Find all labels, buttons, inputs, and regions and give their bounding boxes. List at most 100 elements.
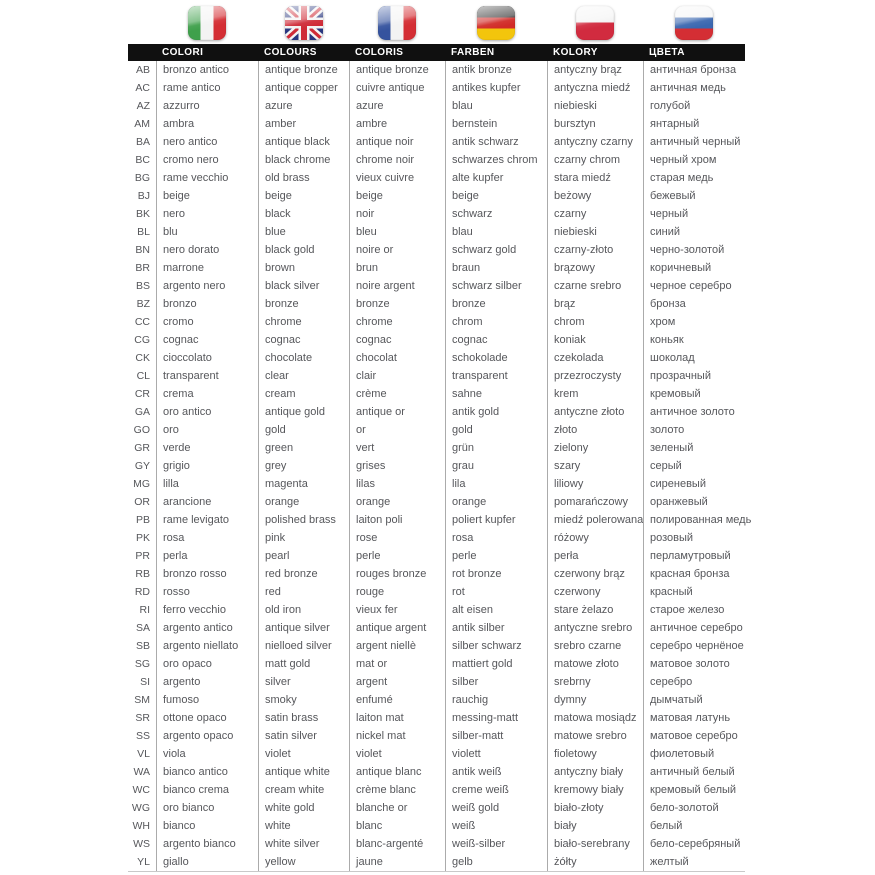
flags-row: [128, 5, 745, 40]
cell-german: silber: [445, 673, 547, 691]
cell-french: noir: [349, 205, 445, 223]
cell-french: or: [349, 421, 445, 439]
cell-italian: cromo nero: [156, 151, 258, 169]
cell-english: clear: [258, 367, 349, 385]
cell-russian: матовое серебро: [643, 727, 745, 745]
table-row: AZ azzurro azure azure blau niebieski го…: [128, 97, 745, 115]
cell-german: weiß: [445, 817, 547, 835]
table-row: BC cromo nero black chrome chrome noir s…: [128, 151, 745, 169]
cell-french: crème blanc: [349, 781, 445, 799]
cell-italian: cognac: [156, 331, 258, 349]
cell-russian: коричневый: [643, 259, 745, 277]
cell-french: blanc: [349, 817, 445, 835]
cell-german: grau: [445, 457, 547, 475]
table-row: BN nero dorato black gold noire or schwa…: [128, 241, 745, 259]
cell-italian: transparent: [156, 367, 258, 385]
cell-english: antique white: [258, 763, 349, 781]
cell-german: messing-matt: [445, 709, 547, 727]
cell-polish: złoto: [547, 421, 643, 439]
cell-italian: arancione: [156, 493, 258, 511]
cell-russian: янтарный: [643, 115, 745, 133]
cell-french: laiton poli: [349, 511, 445, 529]
cell-french: enfumé: [349, 691, 445, 709]
flag-poland-icon: [576, 5, 614, 40]
cell-russian: серебро чернёное: [643, 637, 745, 655]
cell-code: CL: [136, 370, 150, 382]
cell-english: nielloed silver: [258, 637, 349, 655]
cell-russian: розовый: [643, 529, 745, 547]
cell-russian: матовое золото: [643, 655, 745, 673]
cell-english: white silver: [258, 835, 349, 853]
cell-italian: beige: [156, 187, 258, 205]
cell-english: black silver: [258, 277, 349, 295]
cell-italian: bianco antico: [156, 763, 258, 781]
cell-code: RI: [139, 604, 151, 616]
table-row: VL viola violet violet violett fioletowy…: [128, 745, 745, 763]
table-row: BA nero antico antique black antique noi…: [128, 133, 745, 151]
cell-russian: хром: [643, 313, 745, 331]
cell-english: pearl: [258, 547, 349, 565]
cell-french: laiton mat: [349, 709, 445, 727]
cell-german: beige: [445, 187, 547, 205]
cell-french: argent niellè: [349, 637, 445, 655]
header-coloris: COLORIS: [355, 47, 404, 58]
cell-italian: argento: [156, 673, 258, 691]
cell-polish: chrom: [547, 313, 643, 331]
table-row: MG lilla magenta lilas lila liliowy сире…: [128, 475, 745, 493]
cell-code: RB: [135, 568, 150, 580]
cell-german: transparent: [445, 367, 547, 385]
cell-english: violet: [258, 745, 349, 763]
cell-french: clair: [349, 367, 445, 385]
table-row: PB rame levigato polished brass laiton p…: [128, 511, 751, 529]
cell-english: old iron: [258, 601, 349, 619]
cell-russian: голубой: [643, 97, 745, 115]
cell-french: argent: [349, 673, 445, 691]
cell-german: antik weiß: [445, 763, 547, 781]
cell-code: SB: [135, 640, 150, 652]
cell-russian: бело-золотой: [643, 799, 745, 817]
cell-german: rot: [445, 583, 547, 601]
table-row: RB bronzo rosso red bronze rouges bronze…: [128, 565, 745, 583]
cell-code: PB: [135, 514, 150, 526]
cell-italian: argento bianco: [156, 835, 258, 853]
cell-german: schwarz silber: [445, 277, 547, 295]
header-farben: FARBEN: [451, 47, 495, 58]
cell-german: schwarz gold: [445, 241, 547, 259]
cell-german: blau: [445, 97, 547, 115]
cell-polish: antyczny brąz: [547, 61, 643, 79]
cell-russian: дымчатый: [643, 691, 745, 709]
cell-russian: кремовый: [643, 385, 745, 403]
table-row: CG cognac cognac cognac cognac koniak ко…: [128, 331, 745, 349]
flag-italy-icon: [188, 5, 226, 40]
cell-english: satin brass: [258, 709, 349, 727]
cell-russian: античная бронза: [643, 61, 745, 79]
cell-polish: czerwony: [547, 583, 643, 601]
cell-russian: черный хром: [643, 151, 745, 169]
cell-code: AC: [135, 82, 150, 94]
cell-code: WA: [133, 766, 150, 778]
cell-polish: srebrny: [547, 673, 643, 691]
table-row: BZ bronzo bronze bronze bronze brąz брон…: [128, 295, 745, 313]
cell-german: gold: [445, 421, 547, 439]
cell-russian: черно-золотой: [643, 241, 745, 259]
cell-code: BR: [135, 262, 150, 274]
cell-code: SI: [140, 676, 150, 688]
cell-polish: niebieski: [547, 97, 643, 115]
cell-code: GO: [133, 424, 150, 436]
cell-italian: bronzo rosso: [156, 565, 258, 583]
cell-english: black chrome: [258, 151, 349, 169]
cell-italian: grigio: [156, 457, 258, 475]
cell-polish: antyczne złoto: [547, 403, 643, 421]
cell-english: satin silver: [258, 727, 349, 745]
cell-russian: бежевый: [643, 187, 745, 205]
cell-italian: argento niellato: [156, 637, 258, 655]
cell-french: antique or: [349, 403, 445, 421]
cell-russian: синий: [643, 223, 745, 241]
cell-german: cognac: [445, 331, 547, 349]
cell-english: magenta: [258, 475, 349, 493]
table-row: SA argento antico antique silver antique…: [128, 619, 745, 637]
table-row: CL transparent clear clair transparent p…: [128, 367, 745, 385]
cell-code: SM: [134, 694, 150, 706]
header-colori: COLORI: [162, 47, 204, 58]
table-row: GY grigio grey grises grau szary серый: [128, 457, 745, 475]
